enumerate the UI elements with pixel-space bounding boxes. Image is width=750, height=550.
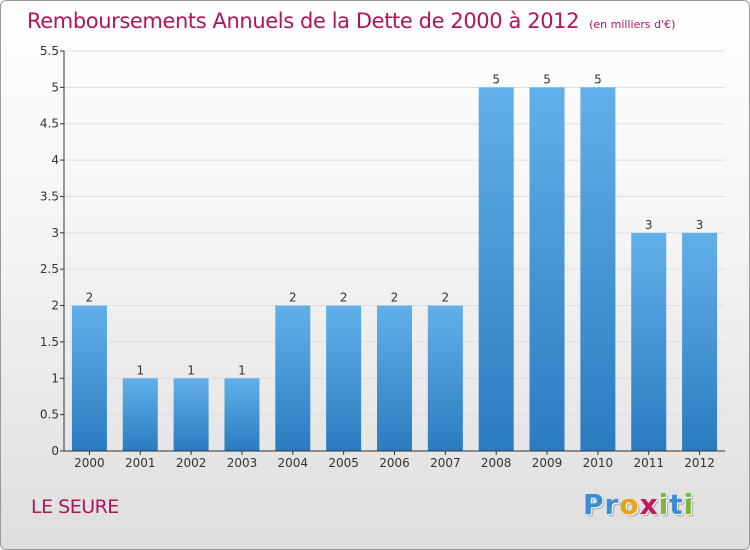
bar-value-label: 5 (594, 72, 602, 86)
y-tick-label: 4 (51, 153, 59, 167)
bar (377, 305, 412, 451)
chart-title: Remboursements Annuels de la Dette de 20… (27, 9, 675, 33)
bar-value-label: 1 (238, 363, 246, 377)
x-tick-label: 2004 (278, 456, 309, 470)
bar (478, 87, 514, 451)
x-tick-label: 2007 (430, 456, 461, 470)
y-tick-label: 0 (51, 444, 59, 458)
bar-value-label: 3 (645, 218, 653, 232)
proxiti-logo[interactable]: Proxiti (583, 488, 694, 521)
x-tick-label: 2010 (583, 456, 614, 470)
axis-layer: 0 0.5 1 1.5 2 2.5 3 3.5 4 4.5 5 5.5 2000 2001 2002 2003… (40, 44, 725, 470)
logo-letter: t (669, 488, 684, 521)
x-tick-label: 2011 (633, 456, 664, 470)
x-tick-label: 2006 (379, 456, 410, 470)
logo-letter: P (583, 488, 605, 521)
bar-value-label: 1 (136, 363, 144, 377)
y-tick-label: 3.5 (40, 189, 59, 203)
bar (71, 305, 107, 451)
y-tick-label: 3 (51, 226, 59, 240)
logo-letter: i (683, 488, 695, 521)
bar-value-label: 2 (442, 291, 450, 305)
logo-letter: x (639, 488, 659, 521)
y-tick-label: 0.5 (40, 408, 59, 422)
bar (326, 305, 362, 451)
bar-layer: 2 1 1 1 2 2 2 2 5 5 5 3 3 (71, 72, 718, 451)
bar-value-label: 2 (340, 291, 348, 305)
chart-title-text: Remboursements Annuels de la Dette de 20… (27, 9, 580, 33)
y-tick-label: 1.5 (40, 335, 59, 349)
bar (224, 378, 260, 451)
bar-value-label: 5 (492, 72, 500, 86)
bar (275, 305, 311, 451)
x-tick-label: 2002 (176, 456, 207, 470)
bar (427, 305, 463, 451)
bar (682, 232, 718, 451)
x-tick-label: 2012 (684, 456, 715, 470)
x-tick-label: 2008 (481, 456, 512, 470)
x-tick-label: 2009 (532, 456, 563, 470)
bar-value-label: 2 (86, 291, 94, 305)
y-tick-label: 1 (51, 371, 59, 385)
bar-value-label: 5 (543, 72, 551, 86)
bar-value-label: 3 (696, 218, 704, 232)
bar (580, 87, 616, 451)
bar (631, 232, 667, 451)
x-tick-label: 2003 (227, 456, 258, 470)
y-tick-label: 5 (51, 80, 59, 94)
bar (529, 87, 565, 451)
y-tick-label: 5.5 (40, 44, 59, 58)
logo-letter: o (619, 488, 640, 521)
logo-letter: i (658, 488, 670, 521)
bar (173, 378, 209, 451)
x-tick-label: 2005 (328, 456, 359, 470)
x-tick-label: 2000 (74, 456, 105, 470)
chart-unit-label: (en milliers d'€) (589, 18, 676, 31)
bar-value-label: 2 (289, 291, 297, 305)
x-tick-label: 2001 (125, 456, 156, 470)
bar-value-label: 1 (187, 363, 195, 377)
y-tick-label: 2 (51, 299, 59, 313)
bar (122, 378, 158, 451)
logo-letter: r (604, 488, 620, 521)
commune-name: LE SEURE (31, 496, 119, 518)
y-tick-label: 2.5 (40, 262, 59, 276)
y-tick-label: 4.5 (40, 117, 59, 131)
bar-value-label: 2 (391, 291, 399, 305)
